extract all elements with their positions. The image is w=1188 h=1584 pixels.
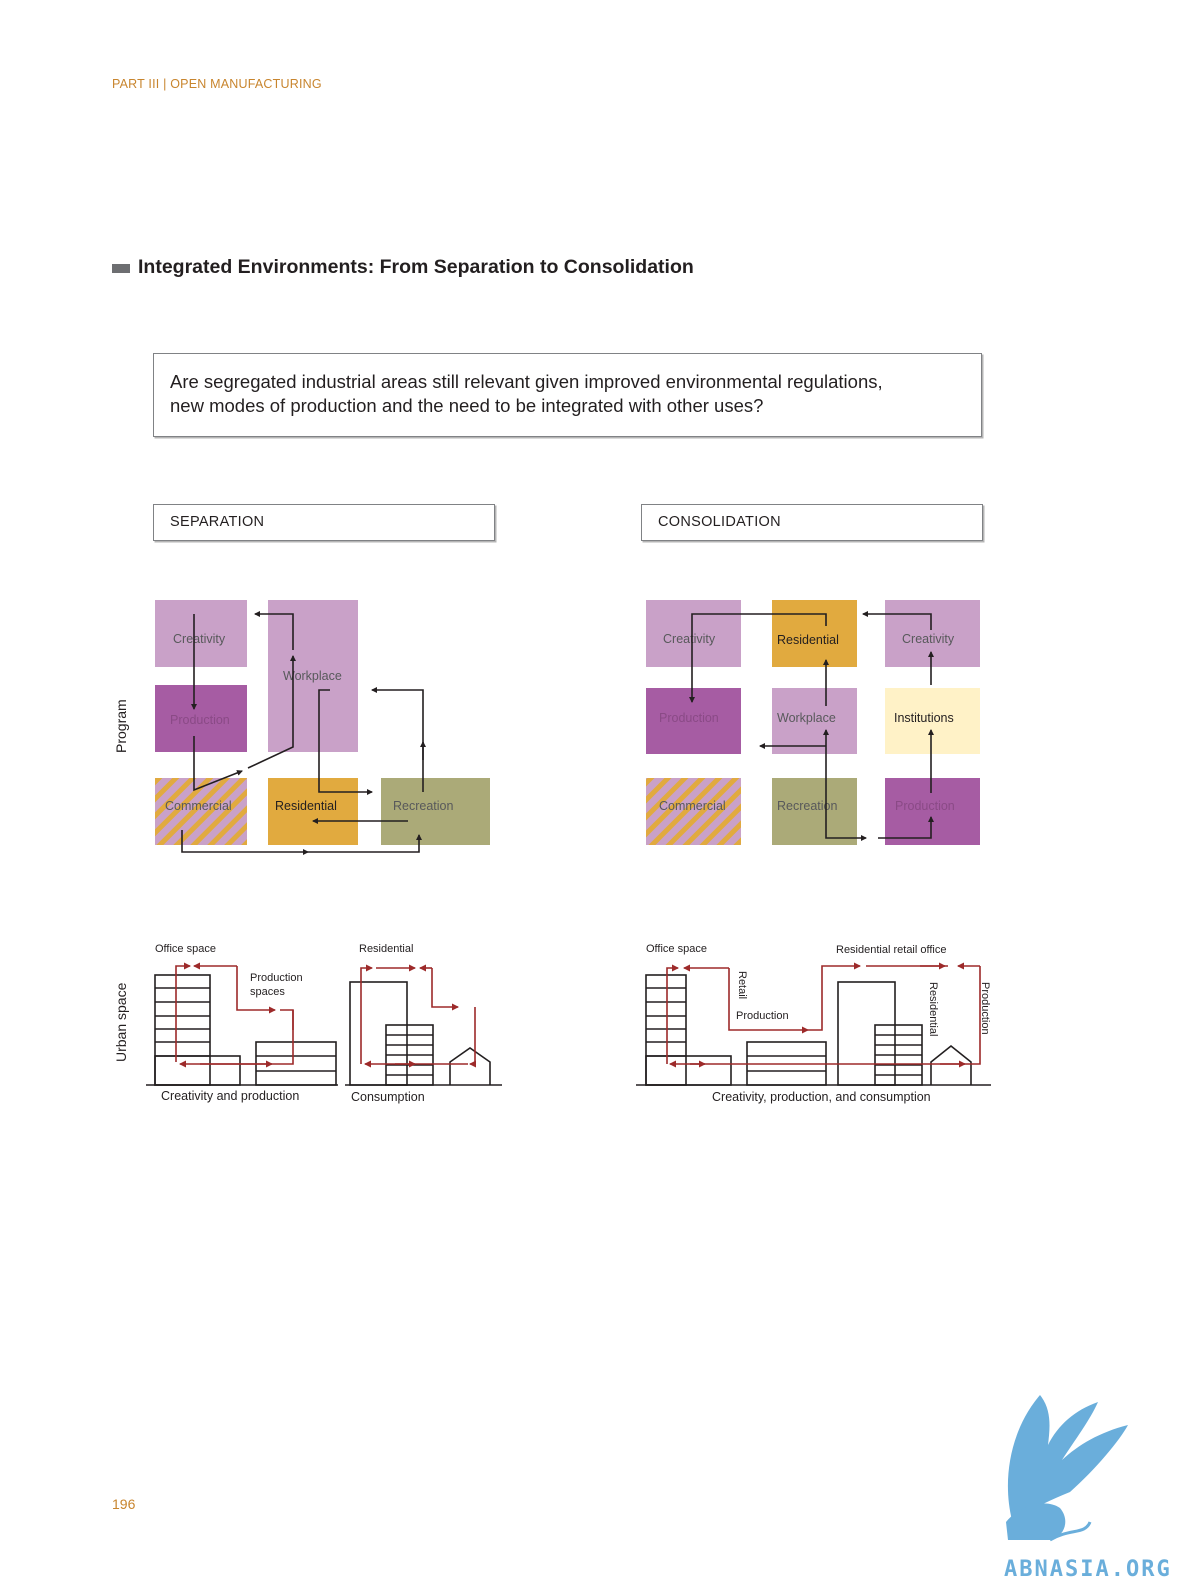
- office-floors: [155, 987, 210, 1057]
- title-marker: [112, 264, 130, 273]
- commercial-block: [155, 778, 247, 845]
- production-block: [155, 685, 247, 752]
- production-label: Production: [736, 1010, 789, 1022]
- running-head: PART III | OPEN MANUFACTURING: [112, 77, 322, 91]
- residential-retail-office-label: Residential retail office: [836, 944, 946, 956]
- red-path-to-house: [431, 968, 459, 1011]
- recreation-block: [772, 778, 857, 845]
- office-podium: [645, 1055, 732, 1086]
- residential-tower: [349, 981, 408, 1086]
- workplace-block: [268, 600, 358, 752]
- arrow-recreation-to-workplace: [371, 687, 424, 792]
- arrow-bottom-to-production: [878, 816, 934, 839]
- mid-rise-floors: [875, 1034, 922, 1076]
- caption-creativity-production: Creativity and production: [161, 1089, 299, 1103]
- residential-block: [268, 778, 358, 845]
- production-left-label: Production: [659, 711, 719, 725]
- residential-label: Residential: [777, 633, 839, 647]
- arrow-residential-to-commercial: [181, 830, 309, 855]
- recreation-label: Recreation: [393, 799, 453, 813]
- red-path-office-to-production: [236, 966, 276, 1014]
- red-loop-office-left: [175, 962, 191, 1062]
- section-title: Integrated Environments: From Separation…: [138, 256, 694, 278]
- residential-tower: [837, 981, 896, 1086]
- workplace-block: [772, 688, 857, 754]
- arrow-loop-to-recreation: [308, 834, 422, 853]
- arrow-recreation-to-production: [825, 818, 867, 841]
- production-hall-floors: [256, 1055, 336, 1072]
- arrow-workplace-to-residential: [318, 689, 373, 795]
- creativity-left-block: [646, 600, 741, 667]
- creativity-block: [155, 600, 247, 667]
- recreation-block: [381, 778, 490, 845]
- house: [449, 1047, 491, 1085]
- separation-program-diagram: Creativity Workplace Production Commerci…: [155, 600, 490, 855]
- red-loop-office-left: [666, 964, 679, 1064]
- institutions-block: [885, 688, 980, 754]
- production-spaces-label-2: spaces: [250, 986, 285, 998]
- production-right-block: [885, 778, 980, 845]
- office-podium: [154, 1055, 241, 1086]
- separation-urban-diagram: Office space Production spaces Residenti…: [146, 943, 502, 1104]
- production-label: Production: [170, 713, 230, 727]
- mid-rise-floors: [386, 1034, 433, 1076]
- production-spaces-label-1: Production: [250, 972, 303, 984]
- production-vertical-label: Production: [979, 982, 991, 1035]
- office-space-label: Office space: [155, 943, 216, 955]
- arrow-creativity-to-residential: [862, 611, 932, 630]
- griffin-watermark-logo: ABNASIA.ORG: [1004, 1395, 1172, 1582]
- arrow-commercial-to-workplace: [247, 655, 296, 769]
- separation-label: SEPARATION: [153, 504, 495, 541]
- red-path-house-down: [469, 1007, 476, 1068]
- residential-label: Residential: [359, 943, 413, 955]
- office-floors: [646, 987, 686, 1057]
- question-line-1: Are segregated industrial areas still re…: [170, 371, 883, 392]
- red-arrow-production-top: [280, 1009, 294, 1030]
- consolidation-label: CONSOLIDATION: [641, 504, 983, 541]
- creativity-right-label: Creativity: [902, 632, 955, 646]
- consolidation-program-diagram: Creativity Residential Creativity Produc…: [646, 600, 980, 845]
- creativity-label: Creativity: [173, 632, 226, 646]
- commercial-block: [646, 778, 741, 845]
- institutions-label: Institutions: [894, 711, 954, 725]
- creativity-left-label: Creativity: [663, 632, 716, 646]
- arrow-production-to-commercial: [193, 736, 243, 792]
- question-box: Are segregated industrial areas still re…: [153, 353, 982, 437]
- svg-text:ABNASIA.ORG: ABNASIA.ORG: [1004, 1557, 1172, 1582]
- production-right-label: Production: [895, 799, 955, 813]
- red-path-right-down: [669, 966, 981, 1068]
- recreation-label: Recreation: [777, 799, 837, 813]
- workplace-label: Workplace: [283, 669, 342, 683]
- caption-consumption: Consumption: [351, 1090, 425, 1104]
- house: [930, 1044, 972, 1085]
- program-axis-label: Program: [113, 699, 129, 753]
- retail-label: Retail: [736, 971, 748, 999]
- office-space-label: Office space: [646, 943, 707, 955]
- office-tower: [154, 974, 211, 1086]
- office-tower: [645, 974, 687, 1086]
- residential-block: [772, 600, 857, 667]
- residential-vertical-label: Residential: [927, 982, 939, 1036]
- consolidation-urban-diagram: Office space Retail Production Residenti…: [636, 943, 991, 1104]
- red-path-up-to-residential: [808, 962, 861, 1031]
- commercial-label: Commercial: [165, 799, 232, 813]
- urban-space-axis-label: Urban space: [113, 982, 129, 1062]
- red-loop-residential-left: [360, 964, 373, 1064]
- residential-label: Residential: [275, 799, 337, 813]
- arrow-workplace-to-creativity: [254, 611, 294, 650]
- question-line-2: new modes of production and the need to …: [170, 395, 764, 416]
- red-path-retail-down: [728, 968, 809, 1034]
- commercial-label: Commercial: [659, 799, 726, 813]
- caption-consolidation: Creativity, production, and consumption: [712, 1090, 931, 1104]
- page-number: 196: [112, 1496, 136, 1512]
- production-hall-floors: [747, 1055, 826, 1072]
- workplace-label: Workplace: [777, 711, 836, 725]
- arrow-residential-to-creativity: [689, 613, 827, 703]
